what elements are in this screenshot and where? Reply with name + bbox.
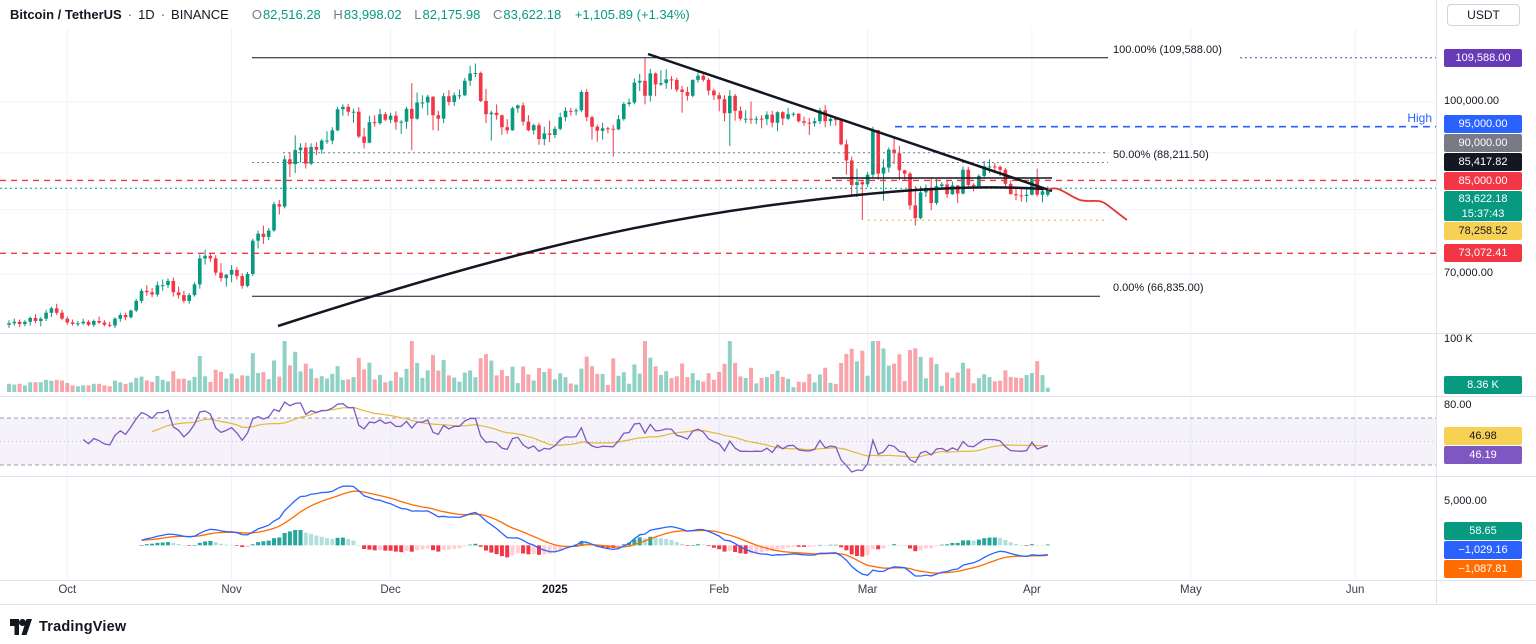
high-value: 83,998.02: [343, 7, 402, 22]
macd-hist-badge[interactable]: 58.65: [1444, 522, 1522, 540]
yellow-line-price-badge[interactable]: 78,258.52: [1444, 221, 1522, 240]
volume-axis-label: 100 K: [1444, 333, 1473, 345]
tradingview-logo[interactable]: TradingView: [10, 618, 126, 636]
change-value: +1,105.89 (+1.34%): [574, 7, 690, 22]
black-line-price-badge[interactable]: 85,417.82: [1444, 152, 1522, 171]
open-value: 82,516.28: [262, 7, 321, 22]
legend-separator: ·: [127, 7, 133, 22]
last-price-badge[interactable]: 83,622.18 15:37:43: [1444, 190, 1522, 221]
open-label: O: [251, 7, 262, 22]
time-label: Oct: [58, 584, 77, 596]
rsi-ma-badge[interactable]: 46.98: [1444, 427, 1522, 445]
gray-line-price-badge[interactable]: 90,000.00: [1444, 133, 1522, 152]
low-label: L: [414, 7, 422, 22]
price-scale-border[interactable]: [1436, 0, 1437, 604]
chart-bottom-border: [0, 604, 1536, 605]
volume-series: [7, 341, 1050, 392]
symbol-name[interactable]: Bitcoin / TetherUS: [10, 7, 122, 22]
level-lines[interactable]: [0, 57, 1436, 297]
ohlc-readout: O82,516.28 H83,998.02 L82,175.98 C83,622…: [243, 7, 690, 22]
time-label: Jun: [1345, 584, 1365, 596]
volume-badge[interactable]: 8.36 K: [1444, 376, 1522, 394]
time-label: May: [1180, 584, 1202, 596]
macd-series: [139, 485, 1050, 577]
pane-separator[interactable]: [0, 476, 1536, 477]
low-value: 82,175.98: [422, 7, 481, 22]
price-axis-label: 70,000.00: [1444, 267, 1493, 279]
legend-separator-2: ·: [160, 7, 166, 22]
resistance-price-badge[interactable]: 85,000.00: [1444, 171, 1522, 190]
rsi-badge[interactable]: 46.19: [1444, 446, 1522, 464]
chart-legend: Bitcoin / TetherUS · 1D · BINANCE O82,51…: [10, 7, 690, 22]
rsi-axis-label: 80.00: [1444, 399, 1472, 412]
high-line-price-badge[interactable]: 95,000.00: [1444, 114, 1522, 133]
chart-canvas[interactable]: [0, 28, 1436, 580]
pane-separator[interactable]: [0, 333, 1536, 334]
tradingview-logo-icon: [10, 619, 32, 635]
fib-price-badge[interactable]: 109,588.00: [1444, 48, 1522, 67]
high-label: H: [333, 7, 343, 22]
time-label: Feb: [709, 584, 730, 596]
time-label: 2025: [542, 584, 568, 596]
time-label: Apr: [1022, 584, 1041, 596]
time-label: Dec: [380, 584, 401, 596]
pane-separator[interactable]: [0, 396, 1536, 397]
grid: [0, 28, 1436, 580]
price-axis-label: 100,000.00: [1444, 95, 1500, 107]
macd-line-badge[interactable]: −1,029.16: [1444, 541, 1522, 559]
trend-drawings[interactable]: [277, 52, 1128, 328]
macd-signal-badge[interactable]: −1,087.81: [1444, 560, 1522, 578]
logo-text: TradingView: [39, 619, 127, 635]
exchange-name[interactable]: BINANCE: [171, 7, 229, 22]
pane-separator[interactable]: [0, 580, 1536, 581]
time-label: Mar: [857, 584, 878, 596]
close-value: 83,622.18: [503, 7, 562, 22]
macd-axis-label: 5,000.00: [1444, 494, 1487, 507]
support-price-badge[interactable]: 73,072.41: [1444, 244, 1522, 263]
time-label: Nov: [221, 584, 242, 596]
rsi-axis-label: 40.00: [1444, 446, 1472, 459]
close-label: C: [492, 7, 503, 22]
candlestick-series: [7, 57, 1050, 328]
rsi-series: [82, 401, 1048, 473]
interval-value[interactable]: 1D: [138, 7, 155, 22]
currency-toggle-button[interactable]: USDT: [1447, 4, 1520, 26]
rsi-band: [0, 417, 1436, 466]
